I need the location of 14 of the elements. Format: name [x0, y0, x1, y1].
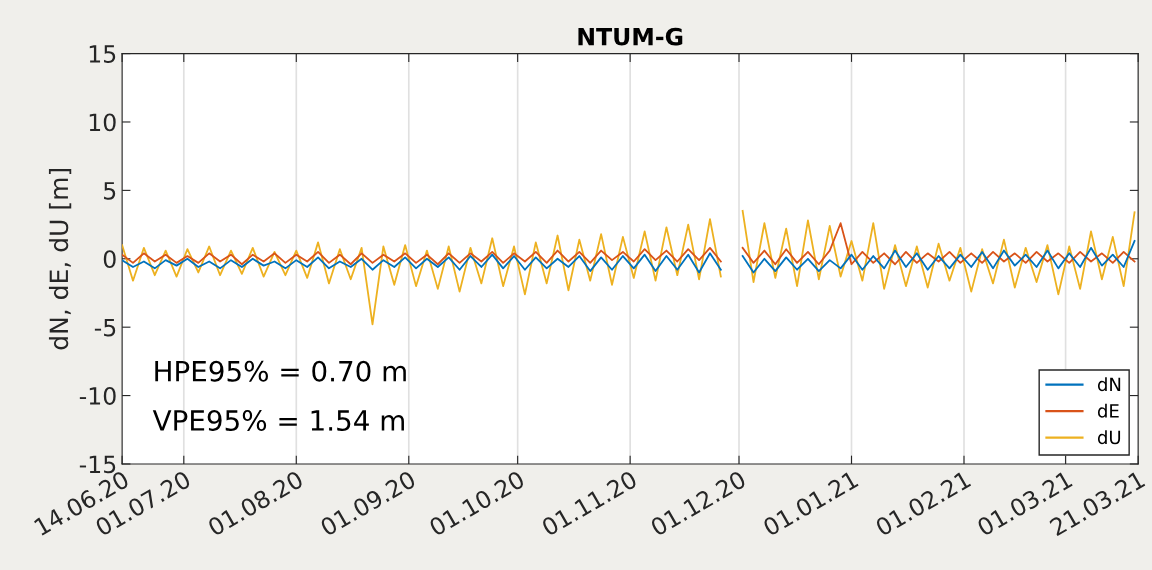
y-tick-label: -5: [94, 318, 116, 337]
annotation: HPE95% = 0.70 m: [155, 360, 406, 382]
y-tick-label: 15: [89, 45, 116, 63]
y-tick-label: -10: [79, 387, 116, 405]
y-tick-label: 10: [89, 113, 116, 132]
chart-title: NTUM-G: [578, 27, 683, 46]
y-tick-label: -15: [79, 455, 116, 474]
annotation: VPE95% = 1.54 m: [152, 409, 404, 431]
legend-label: dE: [1097, 403, 1119, 418]
y-tick-label: 0: [103, 250, 116, 269]
y-axis-title: dN, dE, dU [m]: [48, 168, 72, 350]
legend-label: dN: [1097, 377, 1121, 392]
legend-label: dU: [1097, 430, 1121, 445]
y-tick-label: 5: [104, 182, 116, 200]
